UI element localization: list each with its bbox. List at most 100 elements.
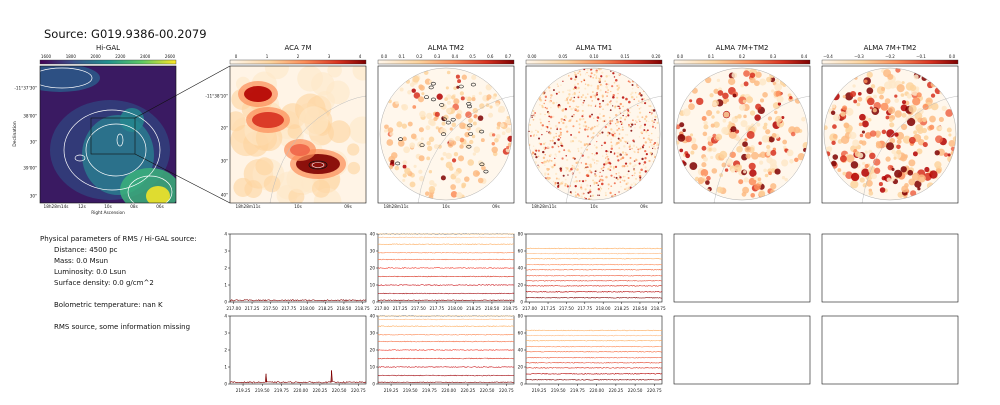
- c7mtm2-emission: [701, 116, 707, 121]
- c7mtm2b-frame: [821, 65, 959, 204]
- tm1-emission: [582, 113, 585, 116]
- c7mtm2-emission: [743, 70, 750, 77]
- c7mtm2-emission: [753, 175, 758, 181]
- tm2-emission: [404, 167, 411, 175]
- tm1-emission: [597, 123, 600, 126]
- c7mtm2-emission: [710, 123, 715, 128]
- tm1-emission: [629, 157, 632, 159]
- tm1-emission: [641, 102, 644, 104]
- tm1-emission: [623, 112, 625, 114]
- spectrum-xtick-label: 218.00: [300, 306, 315, 311]
- tm1-emission: [559, 169, 563, 172]
- c7mtm2b-emission: [916, 148, 923, 155]
- tm1-emission: [631, 123, 634, 126]
- c7mtm2b-emission: [840, 135, 850, 144]
- tm1-emission: [590, 137, 593, 140]
- colorbar-tick-label: 0.6: [487, 54, 494, 59]
- c7mtm2-emission: [745, 153, 751, 159]
- c7mtm2b-emission: [850, 180, 859, 189]
- tm1-emission: [546, 107, 548, 110]
- c7mtm2b-emission: [861, 140, 867, 146]
- c7mtm2-emission: [771, 133, 777, 138]
- tm1-emission: [646, 129, 649, 132]
- higal-ylabel: Declination: [12, 121, 18, 147]
- c7mtm2-emission: [730, 126, 737, 133]
- aca-emission: [348, 116, 366, 144]
- c7mtm2b-emission: [943, 152, 949, 157]
- tm1-emission: [544, 95, 548, 98]
- tm1-emission: [577, 96, 580, 99]
- tm1-emission: [593, 95, 596, 98]
- spectrum-line: [377, 236, 515, 239]
- tm1-emission: [612, 93, 615, 97]
- higal-emission-blob: [40, 66, 100, 92]
- tm1-emission: [602, 99, 605, 102]
- tm1-emission: [621, 165, 624, 168]
- tm1-emission: [560, 120, 563, 122]
- c7mtm2-emission: [750, 192, 756, 198]
- colorbar-tick-label: 1600: [41, 54, 52, 59]
- tm1-emission: [616, 142, 618, 145]
- tm1-contour: [565, 95, 663, 204]
- parameters-header: Physical parameters of RMS / Hi-GAL sour…: [40, 235, 197, 243]
- tm1-emission: [617, 93, 619, 95]
- spectrum-line: [525, 345, 663, 348]
- c7mtm2-image: [676, 68, 808, 198]
- tm1-emission: [632, 165, 635, 168]
- tm1-emission: [580, 96, 583, 99]
- tm1-emission: [537, 130, 540, 134]
- tm1-emission: [577, 147, 580, 150]
- tm1-emission: [609, 169, 612, 171]
- c7mtm2-emission: [685, 135, 692, 143]
- tm2-emission: [403, 146, 411, 154]
- tm1-emission: [597, 98, 600, 101]
- tm2-emission: [465, 124, 470, 130]
- tm1-emission: [586, 68, 589, 71]
- tm1-emission: [618, 127, 620, 130]
- spectrum-frame: [525, 233, 663, 303]
- tm1-emission: [538, 103, 541, 106]
- tm1-emission: [657, 136, 659, 139]
- spectrum-xtick-label: 219.75: [422, 388, 437, 393]
- tm1-emission: [623, 179, 626, 182]
- tm2-emission: [427, 145, 433, 152]
- tm1-emission: [596, 91, 598, 94]
- c7mtm2b-emission: [896, 84, 905, 93]
- spectrum-ytick-label: 1: [224, 283, 227, 288]
- tm1-emission: [591, 113, 593, 116]
- tm1-emission: [562, 80, 564, 82]
- tm1-emission: [607, 132, 610, 135]
- tm1-emission: [597, 184, 600, 187]
- tm1-emission: [628, 125, 631, 128]
- c7mtm2b-emission: [899, 154, 908, 162]
- tm1-emission: [587, 155, 590, 159]
- c7mtm2b-emission: [861, 130, 866, 134]
- tm1-emission: [612, 167, 615, 170]
- c7mtm2-emission: [764, 173, 769, 178]
- spectrum-line: [229, 299, 367, 302]
- tm1-emission: [580, 180, 582, 182]
- c7mtm2b-emission: [947, 153, 951, 157]
- tm2-contour: [424, 95, 430, 99]
- c7mtm2-emission: [710, 155, 714, 160]
- tm1-emission: [567, 89, 569, 92]
- tm2-emission: [498, 105, 506, 113]
- tm2-emission: [424, 78, 432, 85]
- colorbar-tick-label: 1800: [66, 54, 77, 59]
- c7mtm2-emission: [801, 116, 806, 122]
- tm1-emission: [575, 105, 578, 108]
- tm1-emission: [629, 143, 632, 146]
- c7mtm2-emission: [721, 126, 729, 135]
- c7mtm2b-emission: [886, 142, 895, 151]
- tm1-emission: [638, 108, 641, 110]
- tm2-emission: [459, 144, 464, 149]
- tm2-emission: [480, 138, 485, 143]
- tm1-emission: [653, 143, 656, 146]
- tm2-emission: [473, 146, 481, 153]
- tm1-emission: [548, 123, 551, 126]
- tm1-emission: [578, 180, 581, 182]
- c7mtm2b-emission: [914, 180, 922, 188]
- tm1-emission: [572, 165, 576, 169]
- c7mtm2-emission: [700, 169, 709, 177]
